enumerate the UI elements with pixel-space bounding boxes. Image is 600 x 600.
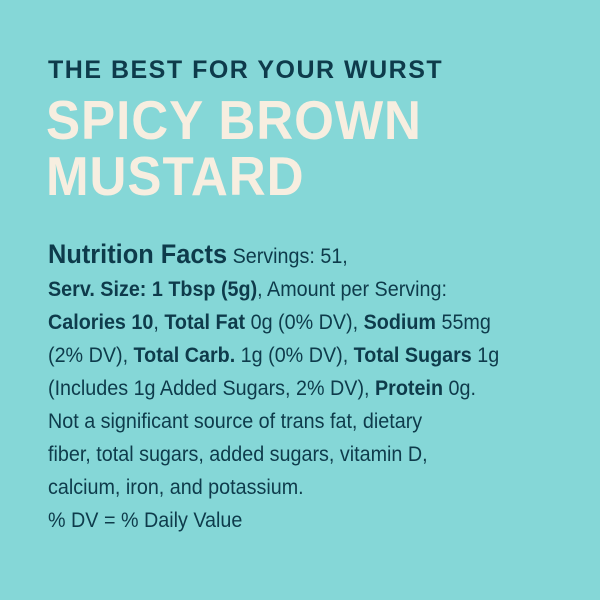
- nutrition-line: fiber, total sugars, added sugars, vitam…: [48, 438, 499, 471]
- nutrition-facts: Nutrition Facts Servings: 51, Serv. Size:…: [48, 238, 528, 537]
- nutrition-value: 0g (0% DV),: [245, 311, 364, 334]
- nutrition-label: Total Sugars: [353, 344, 472, 367]
- nutrition-value: (Includes 1g Added Sugars, 2% DV),: [48, 377, 376, 400]
- product-title: SPICY BROWN MUSTARD: [46, 92, 422, 204]
- nutrition-value: 55mg: [435, 311, 491, 334]
- nutrition-line: (2% DV), Total Carb. 1g (0% DV), Total S…: [48, 339, 499, 372]
- nutrition-value: 1g: [471, 344, 500, 367]
- nutrition-value: 1g (0% DV),: [235, 344, 354, 367]
- title-line: MUSTARD: [46, 145, 305, 207]
- nutrition-label: Sodium: [363, 311, 436, 334]
- nutrition-value: ,: [153, 311, 165, 334]
- nutrition-value: 0g.: [443, 377, 476, 400]
- nutrition-label: Protein: [375, 377, 444, 400]
- nutrition-value: fiber, total sugars, added sugars, vitam…: [48, 443, 428, 466]
- nutrition-line: Serv. Size: 1 Tbsp (5g), Amount per Serv…: [48, 273, 499, 306]
- nutrition-line: % DV = % Daily Value: [48, 504, 499, 537]
- nutrition-label: Serv. Size: 1 Tbsp (5g): [48, 278, 258, 301]
- nutrition-value: Servings: 51,: [227, 245, 348, 268]
- title-line: SPICY BROWN: [46, 89, 422, 151]
- nutrition-line: (Includes 1g Added Sugars, 2% DV), Prote…: [48, 372, 499, 405]
- nutrition-value: calcium, iron, and potassium.: [48, 476, 304, 499]
- nutrition-value: , Amount per Serving:: [257, 278, 447, 301]
- nutrition-line: Not a significant source of trans fat, d…: [48, 405, 499, 438]
- nutrition-line: Nutrition Facts Servings: 51,: [48, 238, 499, 273]
- nutrition-value: (2% DV),: [48, 344, 134, 367]
- nutrition-line: calcium, iron, and potassium.: [48, 471, 499, 504]
- nutrition-label: Nutrition Facts: [48, 239, 228, 269]
- nutrition-label: Total Fat: [164, 311, 246, 334]
- nutrition-value: % DV = % Daily Value: [48, 509, 243, 532]
- nutrition-line: Calories 10, Total Fat 0g (0% DV), Sodiu…: [48, 306, 499, 339]
- nutrition-label: Total Carb.: [133, 344, 236, 367]
- nutrition-value: Not a significant source of trans fat, d…: [48, 410, 423, 433]
- nutrition-label: Calories 10: [48, 311, 154, 334]
- tagline: THE BEST FOR YOUR WURST: [48, 56, 444, 84]
